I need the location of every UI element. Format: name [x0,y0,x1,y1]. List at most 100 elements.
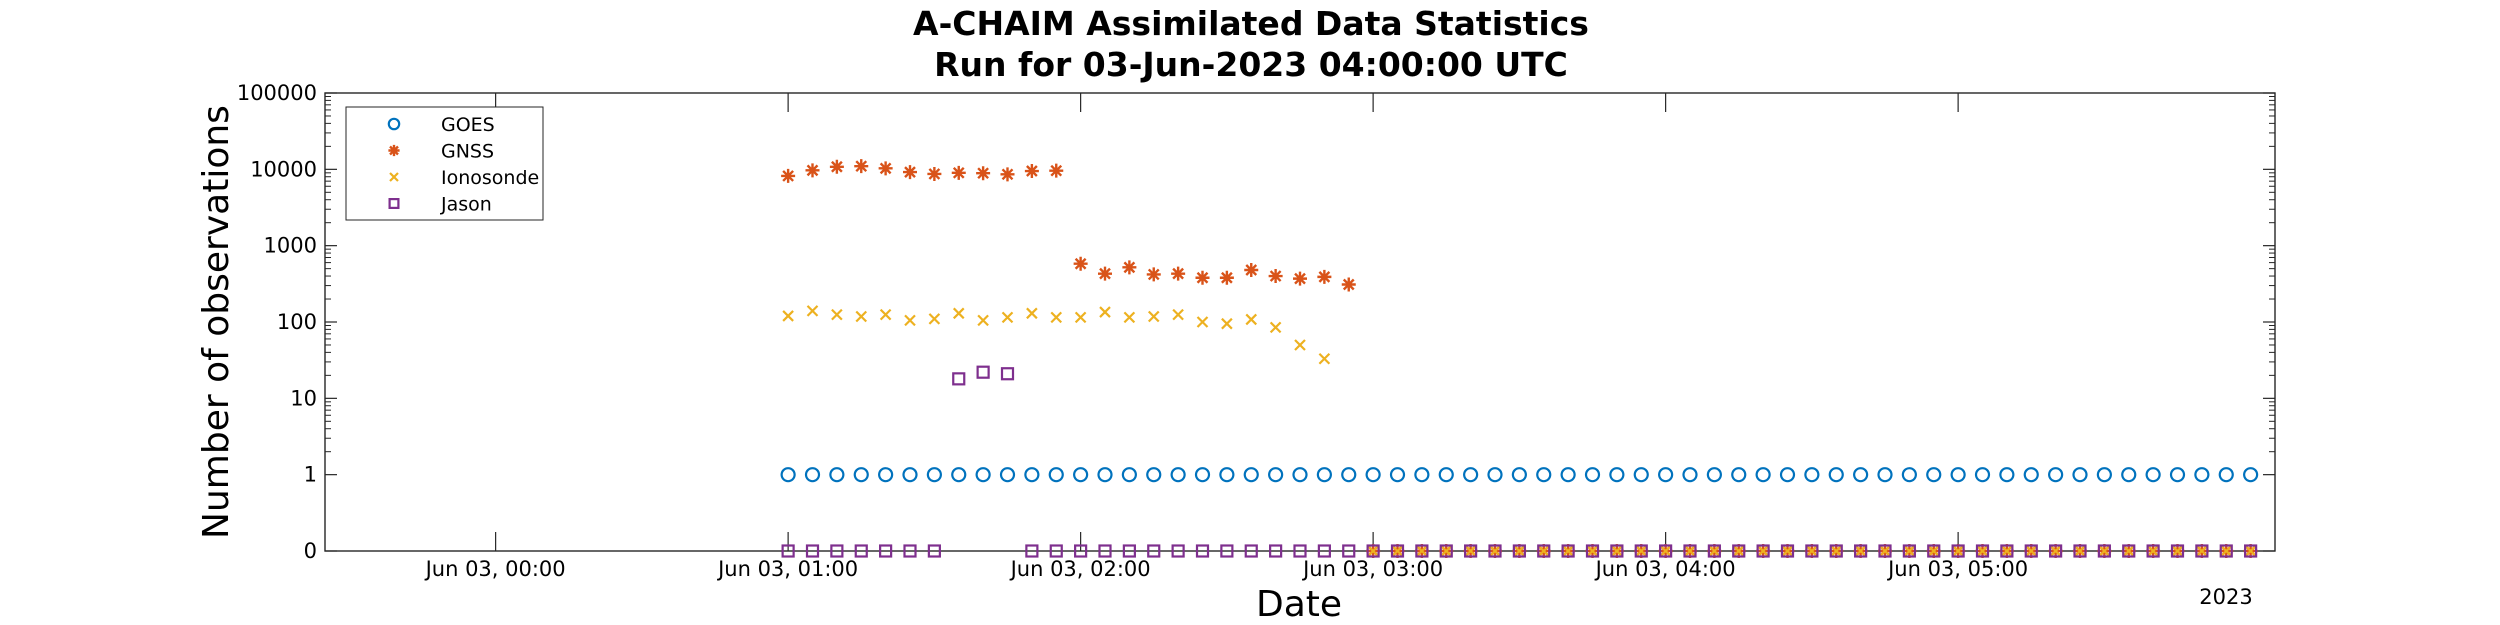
point-ionosonde [1147,310,1160,323]
x-tick-label: Jun 03, 00:00 [424,557,566,581]
legend-marker-jason [388,198,400,210]
point-goes [1804,467,1820,483]
point-goes [2048,467,2064,483]
point-goes [951,467,967,483]
point-goes [2243,467,2259,483]
point-jason [854,544,868,558]
x-axis-year-label: 2023 [2199,585,2252,609]
point-goes [1073,467,1089,483]
point-jason [1464,544,1478,558]
point-gnss [781,168,796,183]
point-gnss [854,159,869,174]
point-goes [1658,467,1674,483]
legend: GOES GNSS Ionosonde Jason [345,106,544,221]
axis-ticks: 0 1 10 100 1000 10000 100000 Jun 03, 00:00 Jun 0… [237,81,2275,581]
point-jason [1390,544,1405,558]
y-tick-label: 10 [290,386,317,410]
point-goes [2096,467,2112,483]
point-ionosonde [952,307,965,320]
point-goes [1243,467,1259,483]
point-jason [805,544,820,558]
series-jason [781,365,2258,558]
point-jason [1878,544,1892,558]
point-ionosonde [1781,545,1794,557]
point-goes [1682,467,1698,483]
point-jason [2000,544,2014,558]
point-goes [1121,467,1137,483]
point-goes [2145,467,2161,483]
point-goes [780,467,796,483]
point-jason [1269,544,1283,558]
point-ionosonde [1440,545,1453,557]
point-goes [1926,467,1942,483]
point-ionosonde [1074,311,1087,324]
legend-label-jason: Jason [440,194,492,216]
point-jason [1195,544,1210,558]
point-jason [830,544,844,558]
point-gnss [1293,271,1307,286]
point-ionosonde [1879,545,1891,557]
point-ionosonde [1123,311,1136,324]
point-ionosonde [1952,545,1964,557]
point-goes [1536,467,1552,483]
point-jason [1756,544,1770,558]
plot-area-frame [324,92,2276,552]
point-goes [1560,467,1576,483]
point-jason [1317,544,1331,558]
point-jason [1951,544,1965,558]
point-goes [2072,467,2088,483]
point-ionosonde [1684,545,1696,557]
point-ionosonde [2244,545,2257,557]
point-gnss [1098,266,1112,281]
legend-label-gnss: GNSS [441,141,494,163]
series-ionosonde [782,305,2257,557]
point-ionosonde [2171,545,2184,557]
point-goes [878,467,894,483]
point-ionosonde [1050,311,1063,324]
point-ionosonde [831,308,843,321]
point-ionosonde [855,310,868,323]
point-jason [2146,544,2160,558]
point-ionosonde [1927,545,1940,557]
point-ionosonde [904,314,916,327]
point-ionosonde [1269,321,1282,334]
point-jason [1854,544,1868,558]
point-goes [1950,467,1966,483]
point-jason [2049,544,2063,558]
point-jason [903,544,917,558]
point-goes [999,467,1016,483]
point-ionosonde [1611,545,1623,557]
point-jason [2122,544,2136,558]
point-ionosonde [1830,545,1843,557]
point-goes [1609,467,1625,483]
series-gnss [781,159,2258,558]
point-jason [1732,544,1746,558]
point-jason [1074,544,1088,558]
point-goes [2121,467,2137,483]
point-goes [829,467,845,483]
point-goes [1389,467,1406,483]
point-goes [1999,467,2015,483]
point-goes [804,467,821,483]
legend-label-ionosonde: Ionosonde [441,167,539,189]
point-jason [1610,544,1624,558]
chart-subtitle: Run for 03-Jun-2023 04:00:00 UTC [934,45,1568,84]
point-gnss [829,159,844,174]
point-jason [1098,544,1112,558]
y-tick-label: 10000 [250,157,317,181]
y-tick-label: 0 [304,539,317,563]
point-goes [1877,467,1893,483]
point-jason [1561,544,1575,558]
point-ionosonde [1196,316,1209,328]
point-ionosonde [2074,545,2086,557]
point-goes [1438,467,1454,483]
point-jason [1634,544,1648,558]
legend-label-goes: GOES [441,114,495,136]
point-gnss [1146,267,1161,282]
point-jason [2097,544,2111,558]
point-ionosonde [1635,545,1648,557]
point-jason [1780,544,1795,558]
point-ionosonde [1489,545,1501,557]
point-jason [1683,544,1697,558]
y-tick-label: 100000 [237,81,317,105]
